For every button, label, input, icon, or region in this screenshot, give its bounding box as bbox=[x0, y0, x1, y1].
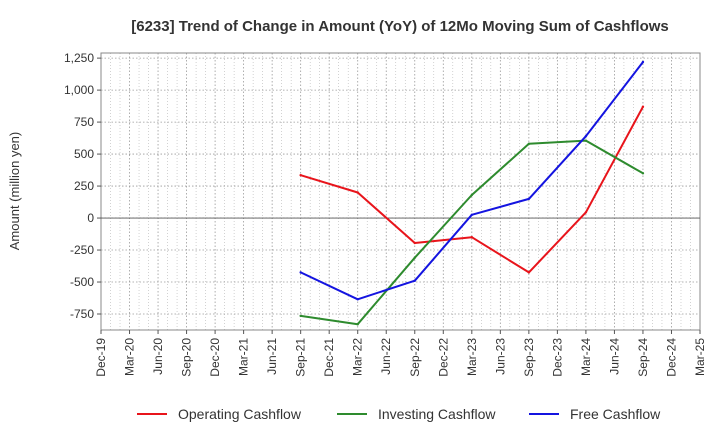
y-tick-label: -750 bbox=[70, 307, 94, 321]
x-tick-label: Sep-24 bbox=[636, 338, 650, 377]
x-tick-label: Sep-20 bbox=[180, 338, 194, 377]
y-axis-ticks: -750 -500 -250 0 250 500 750 1,000 1,250 bbox=[64, 51, 101, 321]
data-point-investing-cashflow bbox=[356, 323, 359, 326]
x-tick-label: Dec-19 bbox=[94, 338, 108, 377]
y-axis-label: Amount (million yen) bbox=[7, 132, 22, 251]
y-tick-label: 500 bbox=[74, 147, 94, 161]
data-point-operating-cashflow bbox=[641, 105, 645, 108]
x-tick-label: Mar-21 bbox=[237, 338, 251, 376]
y-tick-label: -500 bbox=[70, 275, 94, 289]
x-tick-label: Jun-20 bbox=[151, 338, 165, 375]
x-tick-label: Sep-23 bbox=[522, 338, 536, 377]
data-point-free-cashflow bbox=[299, 271, 302, 274]
data-point-operating-cashflow bbox=[470, 236, 474, 239]
data-point-investing-cashflow bbox=[470, 193, 474, 197]
data-point-free-cashflow bbox=[584, 134, 588, 138]
y-tick-label: 0 bbox=[87, 211, 94, 225]
series-group bbox=[299, 60, 645, 326]
x-tick-label: Jun-24 bbox=[607, 338, 621, 375]
x-tick-label: Mar-23 bbox=[465, 338, 479, 376]
data-point-free-cashflow bbox=[470, 213, 474, 217]
data-point-investing-cashflow bbox=[584, 139, 588, 142]
data-point-investing-cashflow bbox=[641, 172, 645, 175]
chart-title: [6233] Trend of Change in Amount (YoY) o… bbox=[131, 18, 669, 35]
grid bbox=[100, 53, 701, 330]
data-point-operating-cashflow bbox=[299, 173, 302, 177]
data-point-free-cashflow bbox=[527, 197, 531, 201]
data-point-operating-cashflow bbox=[584, 211, 588, 214]
y-tick-label: 750 bbox=[74, 115, 94, 129]
x-tick-label: Dec-22 bbox=[436, 338, 450, 377]
y-tick-label: -250 bbox=[70, 243, 94, 257]
x-tick-label: Mar-24 bbox=[579, 338, 593, 376]
x-tick-label: Jun-23 bbox=[493, 338, 507, 375]
x-tick-label: Dec-23 bbox=[550, 338, 564, 377]
data-point-free-cashflow bbox=[356, 298, 359, 301]
data-point-free-cashflow bbox=[641, 60, 645, 64]
x-tick-label: Sep-22 bbox=[408, 338, 422, 377]
x-tick-label: Sep-21 bbox=[294, 338, 308, 377]
legend-label-operating-cashflow: Operating Cashflow bbox=[178, 406, 302, 422]
x-tick-label: Jun-22 bbox=[379, 338, 393, 375]
data-point-operating-cashflow bbox=[356, 191, 359, 194]
data-point-free-cashflow bbox=[413, 279, 416, 282]
x-tick-label: Dec-20 bbox=[208, 338, 222, 377]
data-point-investing-cashflow bbox=[299, 314, 302, 318]
x-tick-label: Jun-21 bbox=[265, 338, 279, 375]
data-point-investing-cashflow bbox=[527, 142, 531, 146]
x-axis-ticks: Dec-19 Mar-20 Jun-20 Sep-20 Dec-20 Mar-21 Jun-… bbox=[94, 330, 707, 377]
y-tick-label: 1,250 bbox=[64, 51, 94, 65]
legend-label-investing-cashflow: Investing Cashflow bbox=[378, 406, 496, 422]
y-tick-label: 1,000 bbox=[64, 83, 94, 97]
data-point-investing-cashflow bbox=[413, 256, 416, 259]
x-tick-label: Dec-24 bbox=[664, 338, 678, 377]
x-tick-label: Mar-22 bbox=[351, 338, 365, 376]
y-tick-label: 250 bbox=[74, 179, 94, 193]
data-point-operating-cashflow bbox=[527, 271, 531, 274]
legend: Operating Cashflow Investing Cashflow Free… bbox=[137, 406, 661, 422]
x-tick-label: Mar-20 bbox=[123, 338, 137, 376]
x-tick-label: Mar-25 bbox=[693, 338, 707, 376]
data-point-operating-cashflow bbox=[413, 241, 416, 245]
legend-label-free-cashflow: Free Cashflow bbox=[570, 406, 661, 422]
x-tick-label: Dec-21 bbox=[322, 338, 336, 377]
plot-frame bbox=[100, 52, 701, 331]
